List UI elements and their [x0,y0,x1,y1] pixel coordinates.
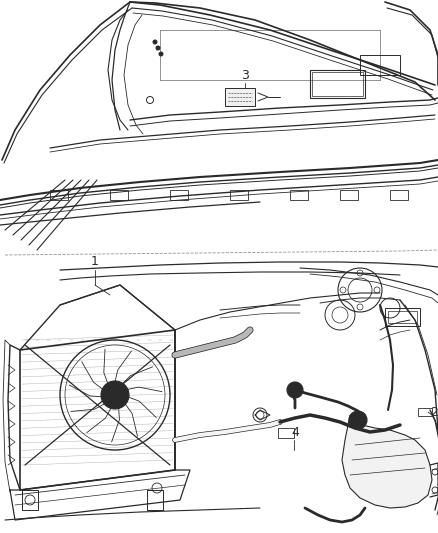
Circle shape [152,39,158,44]
Bar [390,190,408,200]
Bar [170,190,188,200]
Text: 3: 3 [241,69,249,82]
Bar [50,190,68,200]
Bar [290,190,308,200]
Circle shape [101,381,129,409]
Bar [388,311,417,323]
Bar [278,428,294,438]
Text: 1: 1 [91,255,99,268]
Circle shape [112,392,118,398]
Bar [110,190,128,200]
Circle shape [287,382,303,398]
Text: 2: 2 [430,406,438,418]
Bar [385,308,420,326]
Polygon shape [342,415,432,508]
Bar [418,408,432,416]
Circle shape [155,45,160,51]
Bar [360,55,400,75]
Bar [230,190,248,200]
Bar [225,88,255,106]
Circle shape [108,388,122,402]
Circle shape [349,411,367,429]
Bar [312,72,363,96]
Text: 4: 4 [291,425,299,439]
Circle shape [159,52,163,56]
Bar [310,70,365,98]
Bar [340,190,358,200]
